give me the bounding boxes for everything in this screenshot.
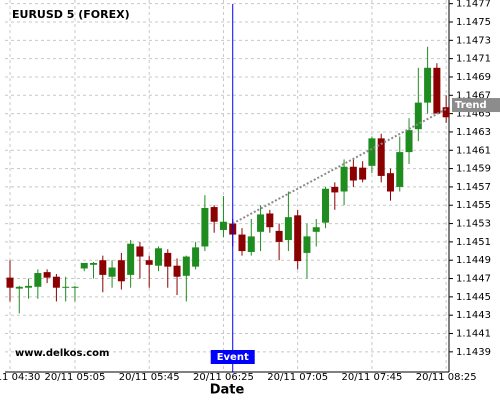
candle-body xyxy=(238,234,246,252)
watermark: www.delkos.com xyxy=(15,348,109,359)
y-tick-label: 1.1457 xyxy=(456,182,491,193)
candle-body xyxy=(90,262,98,265)
candle-body xyxy=(349,166,357,181)
candle-body xyxy=(312,227,320,232)
x-axis-title: Date xyxy=(210,383,245,398)
y-tick-label: 1.1477 xyxy=(456,0,491,10)
candle-body xyxy=(294,215,302,262)
candle-body xyxy=(219,221,227,230)
candle-body xyxy=(331,186,339,193)
y-tick-label: 1.1453 xyxy=(456,219,491,230)
y-tick-label: 1.1451 xyxy=(456,237,491,248)
candle-body xyxy=(108,267,116,277)
candle-body xyxy=(164,252,172,267)
x-tick-label: 20/11 05:05 xyxy=(45,372,106,383)
candle-body xyxy=(414,102,422,130)
candle-body xyxy=(396,152,404,187)
candle-body xyxy=(377,138,385,176)
candle-body xyxy=(71,286,79,288)
y-tick-label: 1.1469 xyxy=(456,72,491,83)
candle-body xyxy=(99,260,107,275)
event-label-box xyxy=(210,350,255,364)
candle-body xyxy=(6,277,14,288)
candle-body xyxy=(192,247,200,267)
y-tick-label: 1.1475 xyxy=(456,17,491,28)
y-tick-label: 1.1449 xyxy=(456,255,491,266)
candle-body xyxy=(303,236,311,253)
candle-body xyxy=(442,107,450,118)
x-tick-label: 20/11 06:25 xyxy=(193,372,254,383)
y-tick-label: 1.1467 xyxy=(456,90,491,101)
x-tick-label: 20/11 07:05 xyxy=(267,372,328,383)
y-tick-label: 1.1459 xyxy=(456,164,491,175)
y-tick-label: 1.1455 xyxy=(456,200,491,211)
candle-body xyxy=(368,138,376,166)
candle-body xyxy=(210,207,218,222)
candle-body xyxy=(145,260,153,265)
candle-body xyxy=(275,230,283,242)
candle-body xyxy=(424,67,432,103)
candle-body xyxy=(52,276,60,288)
trend-label: Trend xyxy=(455,100,487,111)
candle-body xyxy=(247,236,255,252)
candle-body xyxy=(266,213,274,228)
x-tick-label: 20/11 05:45 xyxy=(119,372,180,383)
y-tick-label: 1.1463 xyxy=(456,127,491,138)
x-tick-label: 20/11 07:45 xyxy=(342,372,403,383)
candle-body xyxy=(25,285,33,288)
trend-line xyxy=(232,108,447,225)
candle-body xyxy=(43,272,51,278)
candle-body xyxy=(433,67,441,114)
candle-body xyxy=(386,173,394,192)
candle-body xyxy=(201,207,209,247)
x-tick-label: 20/11 04:30 xyxy=(0,372,40,383)
y-tick-label: 1.1441 xyxy=(456,329,491,340)
y-tick-label: 1.1447 xyxy=(456,274,491,285)
y-tick-label: 1.1443 xyxy=(456,310,491,321)
candle-body xyxy=(34,273,42,287)
candle-body xyxy=(117,260,125,282)
candle-body xyxy=(322,188,330,223)
candle-body xyxy=(127,243,135,275)
candle-body xyxy=(136,246,144,257)
candle-body xyxy=(62,286,70,288)
candle-body xyxy=(80,262,88,269)
candle-body xyxy=(173,265,181,277)
y-tick-label: 1.1445 xyxy=(456,292,491,303)
y-tick-label: 1.1439 xyxy=(456,347,491,358)
chart-title: EURUSD 5 (FOREX) xyxy=(12,8,130,21)
candle-body xyxy=(405,130,413,153)
x-tick-label: 20/11 08:25 xyxy=(416,372,477,383)
candle-body xyxy=(182,256,190,276)
candle-body xyxy=(359,167,367,180)
event-label: Event xyxy=(217,352,249,363)
trend-label-box xyxy=(452,98,500,113)
candle-body xyxy=(284,217,292,241)
candle-body xyxy=(154,248,162,266)
candle-body xyxy=(15,286,23,289)
candle-body xyxy=(257,214,265,232)
y-tick-label: 1.1471 xyxy=(456,54,491,65)
y-tick-label: 1.1461 xyxy=(456,145,491,156)
candle-body xyxy=(340,166,348,192)
y-tick-label: 1.1465 xyxy=(456,109,491,120)
y-tick-label: 1.1473 xyxy=(456,35,491,46)
